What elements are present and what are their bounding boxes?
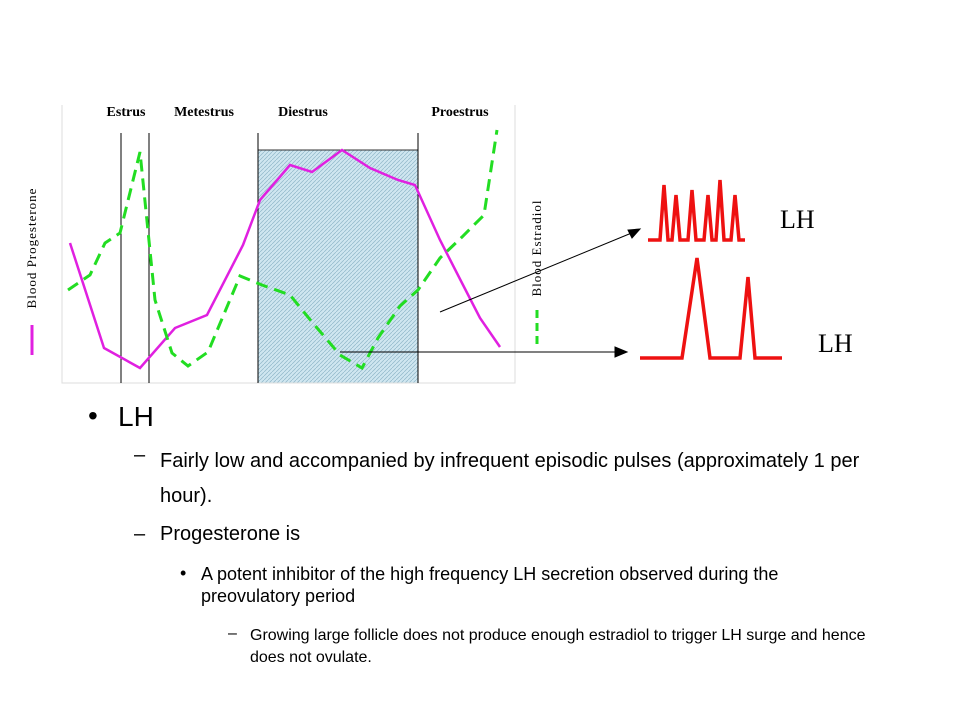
lh-pulses-low (640, 257, 782, 360)
dash: – (228, 625, 237, 642)
bullet: • (180, 563, 187, 583)
left-axis-label: Blood Progesterone (24, 188, 39, 309)
phase-dividers (120, 133, 419, 383)
phase-label: Diestrus (278, 105, 328, 120)
progesterone-curve (68, 148, 502, 370)
bullet-heading: LH (118, 401, 154, 432)
dash: – (134, 444, 146, 466)
right-axis-label: Blood Estradiol (529, 200, 544, 297)
phase-label: Proestrus (431, 105, 489, 120)
lh-label: LH (818, 329, 853, 358)
bullet: • (88, 400, 98, 431)
lh-label: LH (780, 205, 815, 234)
bullet-text: A potent inhibitor of the high frequency… (201, 564, 779, 606)
chart-frame (61, 105, 516, 384)
arrows (340, 228, 642, 358)
phase-label: Estrus (107, 105, 146, 120)
diagram: Estrus Metestrus Diestrus Proestrus Bloo… (24, 105, 853, 384)
diestrus-region (257, 149, 419, 384)
dash: – (134, 523, 146, 545)
bullet-text: Progesterone is (160, 523, 301, 545)
bullet-text: Fairly low and accompanied by infrequent… (160, 450, 860, 507)
lh-pulses-high (648, 179, 745, 242)
estradiol-curve (67, 129, 499, 371)
phase-label: Metestrus (174, 105, 234, 120)
bullet-text: Growing large follicle does not produce … (250, 627, 866, 666)
